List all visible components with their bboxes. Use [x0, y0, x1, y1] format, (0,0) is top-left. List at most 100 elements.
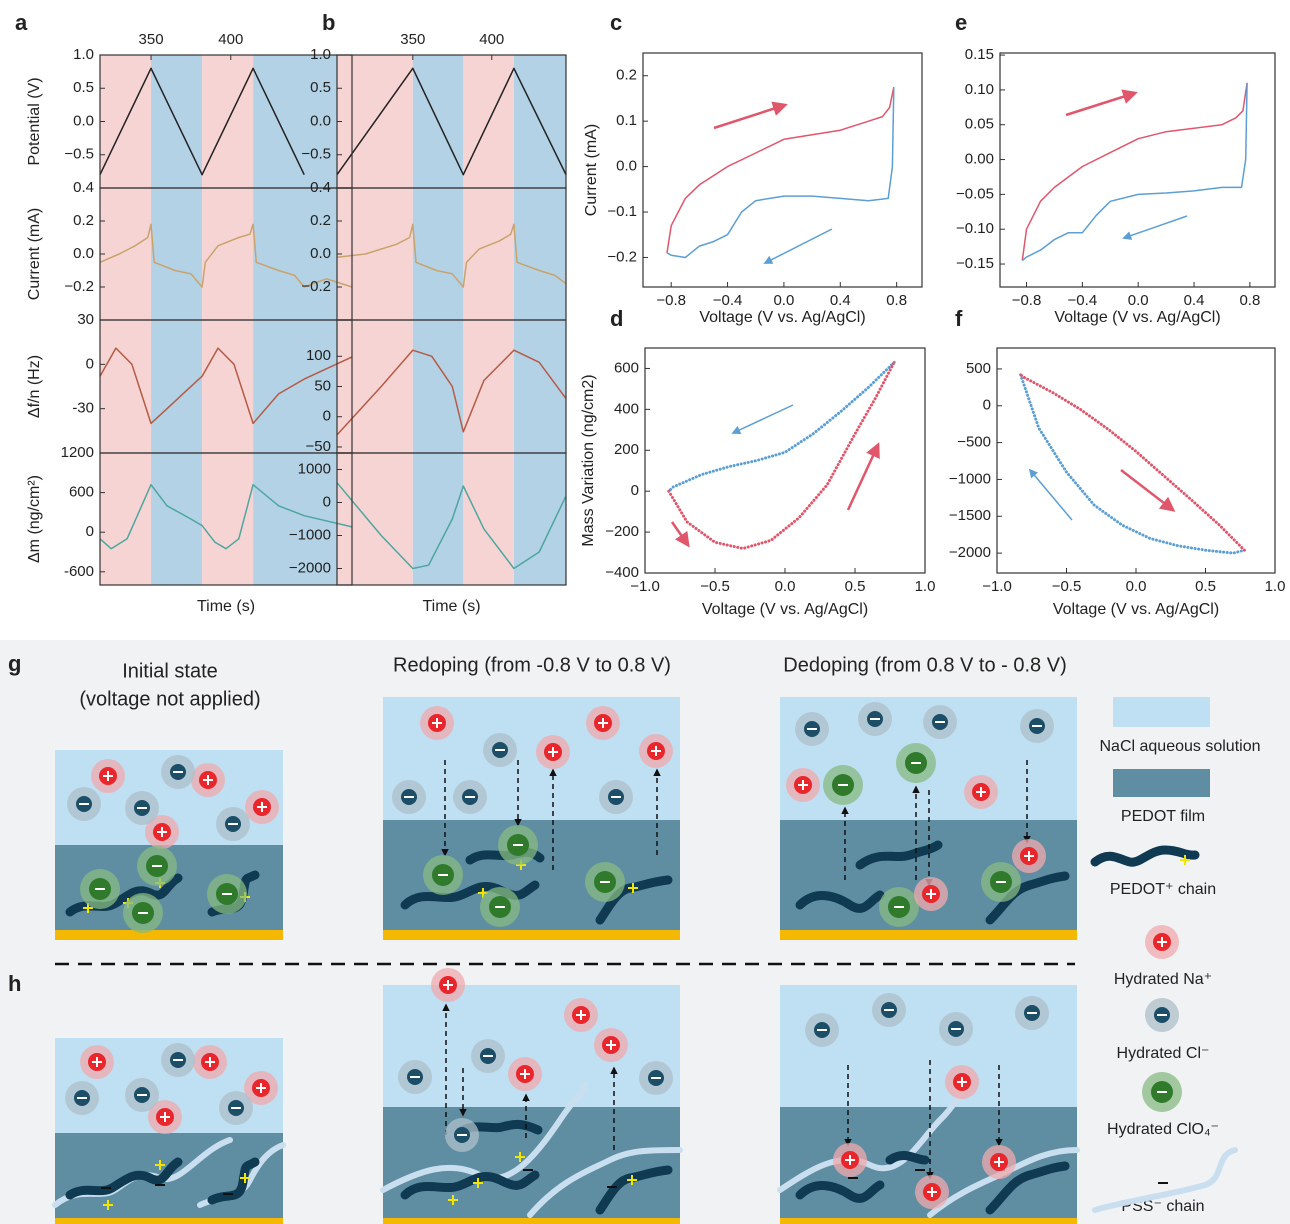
electrode — [780, 930, 1077, 940]
pss-chain — [1092, 1147, 1238, 1213]
y-tick-label: 30 — [77, 311, 94, 328]
heading: Initial state — [122, 660, 218, 682]
panel-label: h — [8, 971, 21, 996]
y-tick-label: 400 — [614, 400, 639, 417]
data-line — [99, 347, 353, 425]
pedot-chain — [400, 1170, 540, 1200]
electrode — [383, 1218, 680, 1224]
data-line — [336, 67, 567, 176]
data-line — [666, 86, 895, 254]
y-tick-label: 0.4 — [73, 179, 94, 196]
legend-label: Hydrated Cl⁻ — [1117, 1045, 1210, 1062]
pss-chain — [777, 1077, 968, 1193]
y-tick-label: 200 — [614, 441, 639, 458]
y-tick-label: 0 — [86, 355, 94, 372]
x-tick-label: 1.0 — [1265, 578, 1286, 595]
y-tick-label: −1000 — [949, 470, 991, 487]
x-axis-label: Time (s) — [197, 598, 255, 615]
x-tick-label: 0.0 — [773, 292, 794, 309]
panel-label: e — [955, 10, 967, 35]
y-tick-label: 0.2 — [310, 212, 331, 229]
data-line — [336, 349, 567, 436]
x-tick-label: 0.4 — [830, 292, 851, 309]
legend-label: PEDOT film — [1121, 808, 1205, 825]
heading: (voltage not applied) — [79, 688, 260, 710]
x-tick-label: −0.4 — [713, 292, 743, 309]
y-tick-label: 1000 — [298, 460, 331, 477]
y-tick-label: −0.2 — [301, 278, 331, 295]
y-axis-label: Δm (ng/cm²) — [26, 475, 43, 563]
electrode — [55, 1218, 283, 1224]
y-tick-label: −0.05 — [956, 185, 994, 202]
arrow — [1028, 468, 1073, 521]
x-tick-label: 0.0 — [1126, 578, 1147, 595]
x-axis-label: Time (s) — [422, 598, 480, 615]
pedot-chain — [795, 890, 885, 913]
pedot-chain — [65, 1157, 183, 1200]
y-tick-label: 0 — [631, 482, 639, 499]
x-tick-label: −0.8 — [656, 292, 686, 309]
x-tick-label: 0.5 — [845, 578, 866, 595]
y-tick-label: 0.2 — [73, 212, 94, 229]
data-layer — [99, 67, 1248, 570]
x-tick-label: −1.0 — [630, 578, 660, 595]
annotation-arrows — [670, 89, 1188, 548]
y-tick-label: 0.0 — [73, 245, 94, 262]
y-tick-label: 0.0 — [310, 245, 331, 262]
y-tick-label: 1200 — [61, 444, 94, 461]
y-tick-label: −50 — [306, 438, 331, 455]
x-tick-label: −1.0 — [982, 578, 1012, 595]
pedot-chain — [595, 1165, 673, 1215]
pedot-chain — [985, 871, 1070, 925]
axis-layer: 1.0 0.5 0.0 −0.5 350 400 Potential (V) a 0.4 0.2 0… — [15, 10, 1285, 618]
x-axis-label: Voltage (V vs. Ag/AgCl) — [1054, 309, 1220, 326]
panel-label: g — [8, 651, 21, 676]
pedot-chain — [207, 1157, 260, 1205]
y-axis-label: Mass Variation (ng/cm2) — [580, 374, 597, 546]
data-line — [99, 67, 305, 176]
data-line — [99, 483, 353, 550]
data-line — [99, 223, 353, 288]
pss-chain — [380, 1082, 588, 1193]
x-tick-label: −0.8 — [1012, 292, 1042, 309]
y-tick-label: 0.0 — [73, 112, 94, 129]
y-tick-label: 0.15 — [965, 46, 994, 63]
y-tick-label: 100 — [306, 347, 331, 364]
y-tick-label: −2000 — [949, 544, 991, 561]
pedot-chain — [1090, 845, 1200, 867]
y-axis-label: Current (mA) — [26, 208, 43, 300]
arrow — [1065, 89, 1138, 117]
data-line — [1019, 373, 1246, 555]
y-tick-label: -30 — [72, 400, 94, 417]
plot-frame — [642, 52, 923, 288]
y-tick-label: 0.1 — [616, 112, 637, 129]
x-tick-label: 0.0 — [775, 578, 796, 595]
x-tick-label: 350 — [400, 31, 425, 48]
y-tick-label: −1000 — [289, 526, 331, 543]
y-tick-label: −200 — [605, 523, 639, 540]
arrow — [1120, 469, 1176, 512]
arrow — [1122, 215, 1188, 240]
x-axis-label: Voltage (V vs. Ag/AgCl) — [1053, 601, 1219, 618]
data-line — [666, 87, 895, 259]
x-tick-label: 350 — [139, 31, 164, 48]
y-tick-label: −0.5 — [64, 146, 94, 163]
y-tick-label: 0.0 — [616, 158, 637, 175]
y-tick-label: 1.0 — [73, 46, 94, 63]
y-tick-label: 1.0 — [310, 46, 331, 63]
panel-label: f — [955, 306, 963, 331]
x-tick-label: 400 — [479, 31, 504, 48]
y-tick-label: −0.10 — [956, 220, 994, 237]
y-tick-label: −500 — [957, 434, 991, 451]
y-tick-label: −0.5 — [301, 146, 331, 163]
y-tick-label: 0.00 — [965, 151, 994, 168]
y-tick-label: 600 — [69, 484, 94, 501]
panel-label: a — [15, 10, 28, 35]
pedot-chain — [400, 880, 540, 910]
x-tick-label: 0.5 — [1195, 578, 1216, 595]
x-tick-label: 1.0 — [915, 578, 936, 595]
y-tick-label: 600 — [614, 359, 639, 376]
x-tick-label: 0.4 — [1184, 292, 1205, 309]
x-axis-label: Voltage (V vs. Ag/AgCl) — [702, 601, 868, 618]
